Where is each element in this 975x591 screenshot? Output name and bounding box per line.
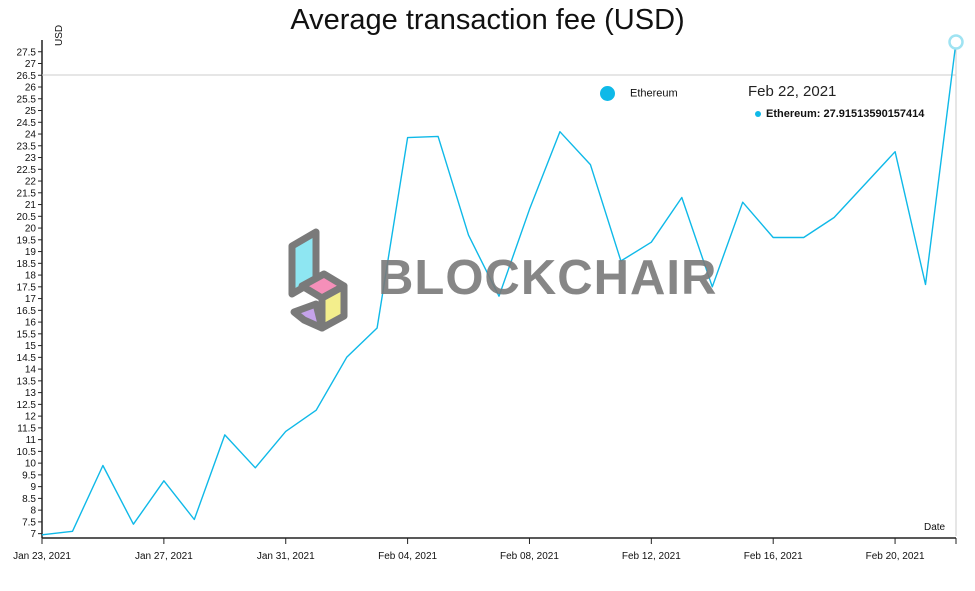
chart-title: Average transaction fee (USD) [290,4,685,36]
x-tick-label: Feb 08, 2021 [500,551,559,562]
x-tick-label: Feb 20, 2021 [866,551,925,562]
y-tick-label: 10.5 [17,447,37,458]
y-tick-label: 22 [25,177,37,188]
y-tick-label: 24.5 [17,118,37,129]
y-tick-label: 17 [25,294,37,305]
y-tick-label: 18.5 [17,259,37,270]
tooltip-date: Feb 22, 2021 [748,83,837,100]
y-tick-label: 15 [25,341,37,352]
x-tick-label: Jan 23, 2021 [13,551,71,562]
tooltip-value: Ethereum: 27.91513590157414 [766,108,925,120]
blockchair-logo-icon [288,228,348,332]
y-tick-label: 23 [25,153,37,164]
y-tick-label: 25 [25,106,37,117]
y-tick-label: 17.5 [17,282,37,293]
y-tick-label: 19 [25,247,37,258]
y-tick-label: 20.5 [17,212,37,223]
y-axis: 77.588.599.51010.51111.51212.51313.51414… [17,40,43,540]
y-tick-label: 26.5 [17,71,37,82]
y-tick-label: 8 [30,506,36,517]
x-tick-label: Feb 04, 2021 [378,551,437,562]
y-axis-label: USD [54,25,65,46]
y-tick-label: 12.5 [17,400,37,411]
series-layer [41,34,964,536]
y-tick-label: 16 [25,318,37,329]
y-tick-label: 25.5 [17,94,37,105]
x-axis: Jan 23, 2021 Jan 27, 2021 Jan 31, 2021 Feb … [13,537,957,562]
y-tick-label: 13 [25,388,37,399]
legend-marker-ethereum[interactable] [600,86,615,101]
y-tick-label: 14 [25,365,37,376]
y-tick-label: 19.5 [17,235,37,246]
chart-tooltip: Feb 22, 2021 Ethereum: 27.91513590157414 [748,83,924,120]
y-tick-label: 9.5 [22,470,36,481]
y-tick-label: 21.5 [17,188,37,199]
hover-point-marker[interactable] [948,34,964,50]
y-tick-label: 12 [25,412,37,423]
y-tick-label: 22.5 [17,165,37,176]
legend-label-ethereum[interactable]: Ethereum [630,87,678,100]
tooltip-row: Ethereum: 27.91513590157414 [755,108,924,120]
chart-legend: Ethereum [600,86,678,101]
y-tick-label: 11 [26,435,37,446]
x-tick-label: Jan 27, 2021 [135,551,193,562]
y-tick-label: 7 [30,529,36,540]
y-tick-label: 13.5 [17,376,37,387]
y-tick-label: 24 [25,130,37,141]
watermark-text: BLOCKCHAIR [378,251,718,305]
y-tick-label: 20 [25,224,37,235]
y-tick-label: 8.5 [22,494,36,505]
x-tick-label: Feb 16, 2021 [744,551,803,562]
x-tick-label: Feb 12, 2021 [622,551,681,562]
x-tick-label: Jan 31, 2021 [257,551,315,562]
x-axis-label: Date [924,522,946,533]
y-tick-label: 18 [25,271,37,282]
y-tick-label: 16.5 [17,306,37,317]
y-tick-label: 23.5 [17,141,37,152]
y-tick-label: 21 [25,200,37,211]
hover-crosshair [42,40,957,536]
y-tick-label: 26 [25,83,37,94]
series-line-ethereum[interactable] [41,41,957,536]
tooltip-series-marker [755,111,761,118]
y-tick-label: 27.5 [17,47,37,58]
y-tick-label: 15.5 [17,329,37,340]
y-tick-label: 7.5 [22,517,36,528]
y-tick-label: 11.5 [17,423,36,434]
y-tick-label: 27 [25,59,37,70]
y-tick-label: 9 [30,482,36,493]
blockchair-watermark: BLOCKCHAIR [286,228,726,338]
y-tick-label: 10 [25,459,37,470]
y-tick-label: 14.5 [17,353,37,364]
